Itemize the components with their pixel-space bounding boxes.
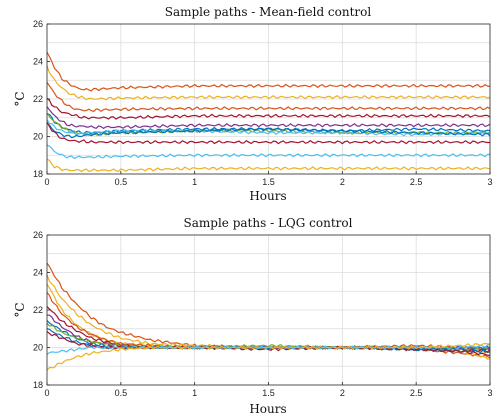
x-tick-label: 1.5 [262, 388, 275, 398]
y-tick-label: 18 [33, 169, 43, 179]
tick-labels: 0 0.5 1 1.5 2 2.5 3 18 20 22 24 26 [33, 230, 493, 398]
x-tick-label: 0 [44, 388, 49, 398]
series-line [46, 342, 491, 371]
x-tick-label: 2 [340, 388, 345, 398]
series-line [46, 82, 491, 113]
series-line [46, 330, 491, 356]
y-tick-label: 18 [33, 380, 43, 390]
x-tick-label: 2 [340, 177, 345, 187]
x-tick-label: 3 [487, 177, 492, 187]
series-lines [46, 51, 491, 173]
series-line [46, 158, 491, 173]
x-tick-label: 2.5 [410, 388, 423, 398]
chart-title: Sample paths - LQG control [184, 216, 353, 230]
series-line [46, 119, 491, 137]
y-tick-label: 26 [33, 230, 43, 240]
chart-title: Sample paths - Mean-field control [165, 5, 372, 19]
x-tick-label: 1 [192, 388, 197, 398]
y-axis-label: °C [13, 91, 27, 106]
series-line [46, 122, 491, 139]
series-line [46, 51, 491, 92]
x-axis-label: Hours [249, 189, 286, 203]
grid-lines [47, 235, 490, 385]
x-tick-label: 1.5 [262, 177, 275, 187]
x-tick-label: 0.5 [115, 388, 128, 398]
x-tick-label: 2.5 [410, 177, 423, 187]
y-tick-label: 20 [33, 343, 43, 353]
y-tick-label: 26 [33, 19, 43, 29]
y-tick-label: 22 [33, 305, 43, 315]
series-line [46, 97, 491, 120]
series-lines [46, 262, 491, 371]
series-line [46, 65, 491, 101]
series-line [46, 106, 491, 129]
x-tick-label: 0 [44, 177, 49, 187]
x-tick-label: 0.5 [115, 177, 128, 187]
y-tick-label: 22 [33, 94, 43, 104]
x-axis-label: Hours [249, 402, 286, 416]
y-tick-label: 24 [33, 57, 43, 67]
y-tick-label: 20 [33, 132, 43, 142]
chart-mean-field-control: Sample paths - Mean-field control 0 0.5 1 1… [13, 5, 493, 203]
y-tick-label: 24 [33, 268, 43, 278]
y-axis-label: °C [13, 302, 27, 317]
series-line [46, 121, 490, 145]
x-tick-label: 1 [192, 177, 197, 187]
chart-lqg-control: Sample paths - LQG control 0 0.5 1 1.5 2 2.5 3… [13, 216, 493, 416]
tick-labels: 0 0.5 1 1.5 2 2.5 3 18 20 22 24 26 [33, 19, 493, 187]
x-tick-label: 3 [487, 388, 492, 398]
series-line [46, 144, 490, 159]
